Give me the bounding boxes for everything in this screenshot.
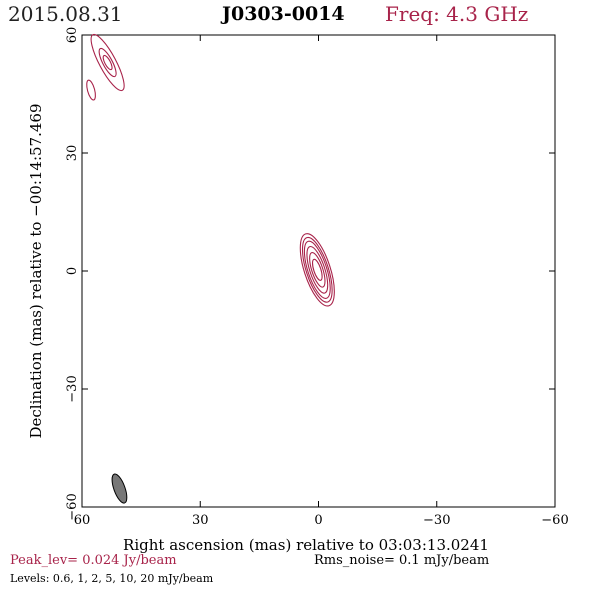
observation-date: 2015.08.31	[8, 2, 123, 26]
x-tick-label: 30	[192, 513, 209, 528]
north-east-feature-contour	[102, 54, 113, 71]
x-tick-label: −30	[423, 513, 450, 528]
restoring-beam-ellipse	[111, 473, 128, 504]
y-tick-label: 60	[65, 27, 80, 44]
rms-noise: Rms_noise= 0.1 mJy/beam	[314, 553, 490, 568]
core-contour	[299, 233, 335, 307]
x-tick-label: 0	[314, 513, 322, 528]
x-axis-label: Right ascension (mas) relative to 03:03:…	[123, 536, 489, 554]
core-contour	[311, 258, 323, 281]
core-contour	[301, 236, 333, 303]
source-name: J0303-0014	[222, 3, 345, 25]
core-contour	[309, 251, 326, 288]
axis-ticks	[81, 34, 556, 508]
y-axis-label: Declination (mas) relative to −00:14:57.…	[27, 103, 45, 438]
beam-layer	[111, 473, 128, 504]
observing-frequency: Freq: 4.3 GHz	[385, 2, 529, 26]
north-east-feature-contour	[90, 33, 125, 92]
core-contour	[303, 240, 331, 299]
far-north-east-blob-contour	[86, 79, 96, 101]
peak-level: Peak_lev= 0.024 Jy/beam	[10, 553, 177, 568]
y-tick-label: −60	[65, 493, 80, 520]
axis-tick-labels: 60 30 0 −30 −60 −60 −30 0 30 60	[65, 27, 569, 528]
contour-layer	[86, 33, 335, 307]
core-contour	[306, 245, 329, 294]
y-tick-label: 30	[65, 145, 80, 162]
y-tick-label: −30	[65, 375, 80, 402]
north-east-feature-contour	[98, 47, 117, 78]
plot-frame	[81, 34, 556, 508]
y-tick-label: 0	[65, 267, 80, 275]
contour-levels: Levels: 0.6, 1, 2, 5, 10, 20 mJy/beam	[10, 572, 214, 585]
x-tick-label: −60	[541, 513, 568, 528]
x-tick-label: 60	[74, 513, 91, 528]
